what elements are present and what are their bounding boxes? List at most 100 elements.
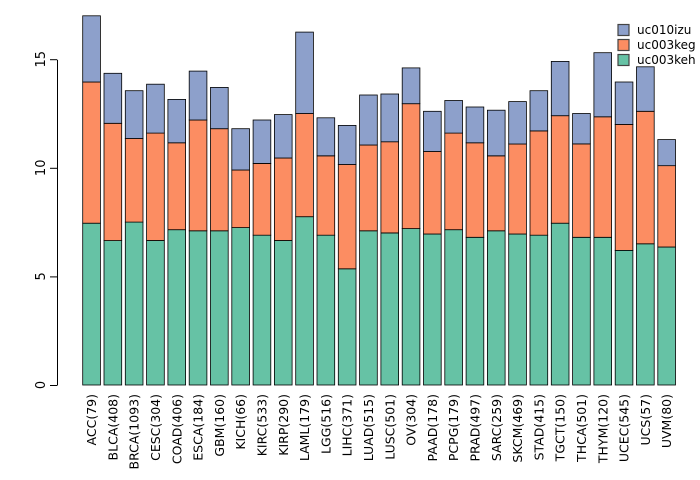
bar-segment-uc003keh: [82, 222, 101, 386]
bar-segment-uc003keh: [167, 229, 186, 386]
bar-group: [359, 94, 378, 386]
bar-segment-uc003keh: [188, 230, 208, 386]
x-axis-category-label: LIHC(371): [340, 394, 355, 456]
x-axis-category-label: CESC(304): [148, 394, 163, 461]
bar-segment-uc003keg: [508, 143, 527, 235]
bar-segment-uc010izu: [636, 66, 655, 112]
x-axis-category-label: KIRP(290): [276, 394, 291, 456]
bar-group: [657, 139, 676, 386]
bar-segment-uc010izu: [593, 52, 613, 118]
bar-segment-uc003keg: [167, 142, 186, 231]
bar-segment-uc010izu: [486, 109, 506, 157]
bar-segment-uc003keh: [231, 227, 250, 386]
bar-segment-uc003keg: [486, 155, 506, 232]
bar-segment-uc003keh: [316, 234, 336, 386]
bar-segment-uc010izu: [529, 90, 549, 132]
bar-group: [210, 87, 229, 386]
bar-segment-uc003keg: [146, 132, 165, 241]
x-axis-category-label: LGG(516): [318, 394, 333, 454]
bar-segment-uc003keg: [444, 132, 463, 231]
bar-segment-uc010izu: [444, 100, 463, 134]
bar-group: [529, 90, 549, 386]
y-axis-tick-label: 10: [34, 160, 49, 177]
bar-segment-uc010izu: [103, 72, 123, 124]
bar-segment-uc003keh: [337, 268, 357, 386]
bar-segment-uc010izu: [508, 101, 527, 145]
bar-group: [82, 15, 101, 386]
bar-group: [295, 31, 314, 386]
bar-segment-uc010izu: [423, 110, 442, 152]
legend-swatch-uc003keg: [617, 38, 630, 52]
bar-group: [188, 70, 208, 386]
bar-group: [550, 61, 570, 386]
bar-segment-uc010izu: [614, 81, 634, 125]
bar-segment-uc003keg: [103, 122, 123, 242]
legend-label: uc010izu: [637, 23, 691, 37]
x-axis-category-label: OV(304): [404, 394, 419, 446]
bar-group: [380, 93, 399, 386]
bar-group: [316, 117, 336, 386]
bar-segment-uc003keh: [423, 233, 442, 386]
bar-group: [273, 114, 293, 386]
x-axis-category-label: TGCT(150): [553, 394, 568, 462]
x-axis-category-label: GBM(160): [212, 394, 227, 457]
bar-segment-uc003keg: [210, 128, 229, 232]
bar-segment-uc010izu: [550, 61, 570, 117]
x-axis-category-label: THCA(501): [574, 394, 589, 463]
bar-segment-uc010izu: [210, 87, 229, 130]
bar-segment-uc010izu: [273, 114, 293, 159]
x-axis-category-label: KICH(66): [233, 394, 248, 450]
x-axis-category-label: STAD(415): [531, 394, 546, 460]
bar-group: [486, 109, 506, 386]
bar-segment-uc003keh: [614, 249, 634, 386]
bar-segment-uc003keh: [529, 234, 549, 386]
bar-segment-uc003keg: [401, 103, 421, 229]
bar-group: [572, 113, 591, 386]
bar-group: [508, 101, 527, 386]
x-axis-category-label: PAAD(178): [425, 394, 440, 461]
bar-group: [614, 81, 634, 386]
bar-segment-uc003keh: [146, 240, 165, 386]
bar-segment-uc010izu: [359, 94, 378, 146]
bar-segment-uc003keh: [401, 228, 421, 386]
x-axis-category-label: PRAD(497): [468, 394, 483, 462]
bar-segment-uc010izu: [167, 99, 186, 144]
bar-segment-uc010izu: [124, 90, 144, 139]
bar-segment-uc003keg: [657, 165, 676, 248]
bar-segment-uc003keg: [273, 157, 293, 241]
bar-segment-uc003keh: [359, 230, 378, 386]
x-axis-category-label: BRCA(1093): [127, 394, 142, 469]
bar-segment-uc003keh: [444, 229, 463, 386]
bar-segment-uc010izu: [465, 106, 485, 144]
bar-segment-uc003keh: [657, 246, 676, 386]
bar-segment-uc003keg: [359, 144, 378, 232]
bar-segment-uc003keg: [529, 130, 549, 236]
y-axis-tick-label: 5: [34, 272, 49, 280]
bar-group: [124, 90, 144, 386]
bar-segment-uc003keg: [337, 164, 357, 270]
bar-segment-uc003keg: [231, 169, 250, 228]
bar-segment-uc010izu: [82, 15, 101, 83]
x-axis-category-label: KIRC(533): [255, 394, 270, 456]
bar-segment-uc010izu: [337, 125, 357, 165]
x-axis-category-label: SARC(259): [489, 394, 504, 461]
bar-group: [167, 99, 186, 386]
bar-segment-uc003keg: [316, 155, 336, 236]
bar-segment-uc003keg: [423, 151, 442, 235]
bar-segment-uc010izu: [657, 139, 676, 167]
bar-group: [636, 66, 655, 386]
bar-group: [337, 125, 357, 386]
bar-segment-uc003keh: [295, 216, 314, 386]
bar-segment-uc003keg: [252, 163, 272, 236]
bar-segment-uc003keh: [252, 234, 272, 386]
bar-group: [465, 106, 485, 386]
bar-segment-uc003keh: [636, 243, 655, 386]
bar-segment-uc010izu: [188, 70, 208, 121]
bar-segment-uc010izu: [146, 83, 165, 134]
bar-segment-uc010izu: [231, 128, 250, 171]
bar-group: [146, 83, 165, 386]
bar-segment-uc003keg: [124, 138, 144, 223]
x-axis-category-label: COAD(406): [169, 394, 184, 464]
